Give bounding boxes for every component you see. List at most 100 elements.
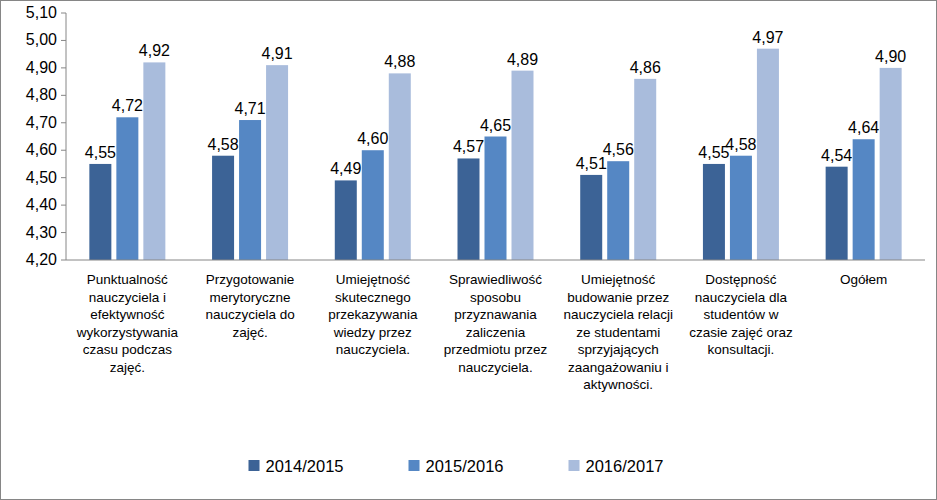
y-tick-label: 4,50 <box>26 169 57 186</box>
bar <box>458 158 480 260</box>
x-tick-label-line: wiedzy przez <box>333 325 412 340</box>
bar <box>239 120 261 260</box>
data-label: 4,88 <box>384 53 415 70</box>
x-tick-label-line: nauczyciela. <box>336 342 410 357</box>
x-tick-label-line: aktywności. <box>583 377 653 392</box>
x-tick-label-line: nauczyciela dla <box>695 290 788 305</box>
y-tick-label: 5,00 <box>26 31 57 48</box>
bar <box>116 117 138 260</box>
y-tick-label: 4,70 <box>26 114 57 131</box>
y-tick-label: 4,40 <box>26 196 57 213</box>
data-label: 4,86 <box>630 59 661 76</box>
x-tick-label-line: Punktualność <box>87 272 168 287</box>
data-label: 4,56 <box>603 141 634 158</box>
legend: 2014/20152015/20162016/2017 <box>249 457 664 475</box>
bar <box>389 73 411 260</box>
y-tick-label: 5,10 <box>26 4 57 21</box>
chart: 4,20 4,30 4,40 4,50 4,60 4,70 4,80 4,90 5,00 5,10… <box>0 0 937 500</box>
x-tick-label-line: zajęć. <box>110 360 145 375</box>
y-tick <box>61 177 66 178</box>
data-label: 4,72 <box>112 97 143 114</box>
x-tick-label-line: sprzyjających <box>578 342 659 357</box>
data-label: 4,71 <box>235 100 266 117</box>
x-tick-label-line: skutecznego <box>335 290 411 305</box>
x-tick-label-line: konsultacji. <box>708 342 775 357</box>
x-tick-label: Umiejętność skutecznego przekazywania wiedz… <box>328 272 418 357</box>
x-tick-label-line: przekazywania <box>328 307 418 322</box>
x-tick-label-line: wykorzystywania <box>76 325 179 340</box>
x-tick-label-line: Przygotowanie <box>206 272 295 287</box>
x-tick-label: Punktualność nauczyciela i efektywność wyko… <box>76 272 179 375</box>
legend-swatch <box>569 460 580 471</box>
y-axis <box>66 13 67 260</box>
legend-swatch <box>409 460 420 471</box>
x-tick-label: Przygotowaniemerytorycznenauczyciela doz… <box>205 272 294 340</box>
legend-label: 2015/2016 <box>426 457 504 475</box>
x-tick-label-line: nauczyciela. <box>458 360 532 375</box>
data-label: 4,58 <box>725 136 756 153</box>
bar <box>143 62 165 260</box>
bar <box>607 161 629 260</box>
bar <box>730 156 752 260</box>
bar <box>580 175 602 260</box>
data-label: 4,92 <box>139 42 170 59</box>
x-tick-label-line: sposobu <box>470 290 521 305</box>
y-tick-label: 4,80 <box>26 86 57 103</box>
y-tick <box>61 150 66 151</box>
bars <box>89 49 901 260</box>
bar <box>266 65 288 260</box>
frame <box>1 1 937 500</box>
y-tick-label: 4,30 <box>26 224 57 241</box>
legend-label: 2014/2015 <box>266 457 344 475</box>
x-tick-label-line: nauczyciela i <box>89 290 166 305</box>
x-tick-label: Ogółem <box>840 272 887 287</box>
bar <box>212 156 234 260</box>
data-label: 4,65 <box>480 117 511 134</box>
x-tick-label-line: zaangażowaniu i <box>568 360 669 375</box>
legend-swatch <box>249 460 260 471</box>
bar <box>703 164 725 260</box>
x-tick-label: Sprawiedliwość sposobu przyznawania zalicze… <box>444 272 548 375</box>
x-tick-label-line: efektywność <box>90 307 165 322</box>
x-tick-label-line: czasu podczas <box>83 342 173 357</box>
y-tick-label: 4,60 <box>26 141 57 158</box>
bar <box>362 150 384 260</box>
x-tick-label-line: zaliczenia <box>466 325 526 340</box>
y-tick <box>61 95 66 96</box>
x-tick-label-line: Umiejętność <box>336 272 411 287</box>
data-label: 4,97 <box>752 29 783 46</box>
x-tick-label-line: Umiejętność <box>581 272 656 287</box>
data-label: 4,57 <box>453 138 484 155</box>
x-tick-label-line: przyznawania <box>454 307 537 322</box>
x-tick-label-line: zajęć. <box>232 325 267 340</box>
bar <box>826 167 848 260</box>
y-tick <box>61 205 66 206</box>
data-label: 4,54 <box>821 147 852 164</box>
x-tick-label-line: Dostępność <box>705 272 777 287</box>
data-label: 4,89 <box>507 51 538 68</box>
data-label: 4,58 <box>208 136 239 153</box>
x-axis <box>66 260 925 261</box>
y-tick <box>61 13 66 14</box>
bar <box>634 79 656 260</box>
x-tick-label-line: Ogółem <box>840 272 887 287</box>
data-label: 4,64 <box>848 119 879 136</box>
x-tick-label-line: Sprawiedliwość <box>449 272 542 287</box>
x-tick-label: Dostępność nauczyciela dla studentów w czas… <box>689 272 793 357</box>
bar <box>485 137 507 261</box>
y-tick <box>61 260 66 261</box>
bar <box>89 164 111 260</box>
y-tick-label: 4,90 <box>26 59 57 76</box>
x-tick-label-line: ze studentami <box>576 325 660 340</box>
data-label: 4,49 <box>330 160 361 177</box>
x-tick-label-line: studentów w <box>703 307 778 322</box>
bar <box>757 49 779 260</box>
data-labels: 4,554,584,494,574,514,554,544,724,714,60… <box>85 29 907 178</box>
x-tick-label-line: budowanie przez <box>567 290 669 305</box>
x-tick-label-line: czasie zajęć oraz <box>689 325 793 340</box>
data-label: 4,91 <box>262 45 293 62</box>
x-tick-label-line: merytoryczne <box>210 290 291 305</box>
y-tick-label: 4,20 <box>26 251 57 268</box>
data-label: 4,90 <box>875 48 906 65</box>
bar <box>880 68 902 260</box>
